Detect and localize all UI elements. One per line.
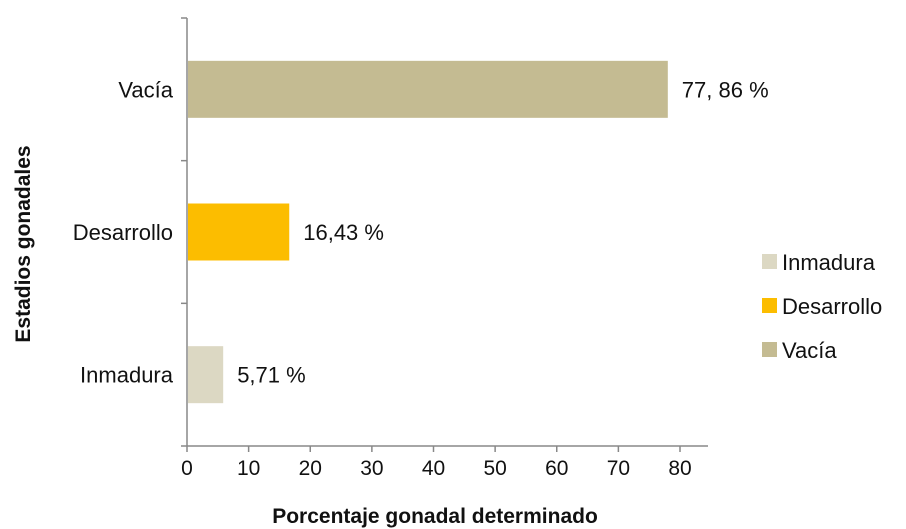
legend-entry-label: Vacía	[782, 338, 837, 363]
bar-2	[188, 60, 668, 118]
x-tick-label: 70	[607, 457, 630, 480]
x-tick-label: 50	[483, 457, 506, 480]
x-tick-label: 40	[422, 457, 445, 480]
data-label: 16,43 %	[303, 220, 384, 245]
plot-area: 0 10 20 30 40 50 60 70 80 Inmadura 5,71 % Desarroll…	[73, 17, 769, 480]
x-axis-title: Porcentaje gonadal determinado	[272, 505, 598, 528]
y-category-label: Inmadura	[80, 363, 174, 388]
x-tick-label: 80	[668, 457, 691, 480]
bar-1	[188, 203, 290, 261]
legend-swatch	[762, 298, 777, 313]
x-tick-label: 10	[237, 457, 260, 480]
legend-entry-label: Inmadura	[782, 250, 876, 275]
x-tick-label: 30	[360, 457, 383, 480]
legend-swatch	[762, 254, 777, 269]
y-category-label: Desarrollo	[73, 220, 173, 245]
legend-swatch	[762, 342, 777, 357]
bar-0	[188, 346, 224, 404]
data-label: 5,71 %	[237, 363, 305, 388]
legend-entry-label: Desarrollo	[782, 294, 882, 319]
y-category-label: Vacía	[118, 77, 173, 102]
legend: Inmadura Desarrollo Vacía	[762, 250, 882, 363]
x-tick-label: 60	[545, 457, 568, 480]
data-label: 77, 86 %	[682, 77, 769, 102]
y-axis-title: Estadios gonadales	[12, 145, 35, 342]
x-tick-label: 20	[299, 457, 322, 480]
x-tick-label: 0	[181, 457, 193, 480]
